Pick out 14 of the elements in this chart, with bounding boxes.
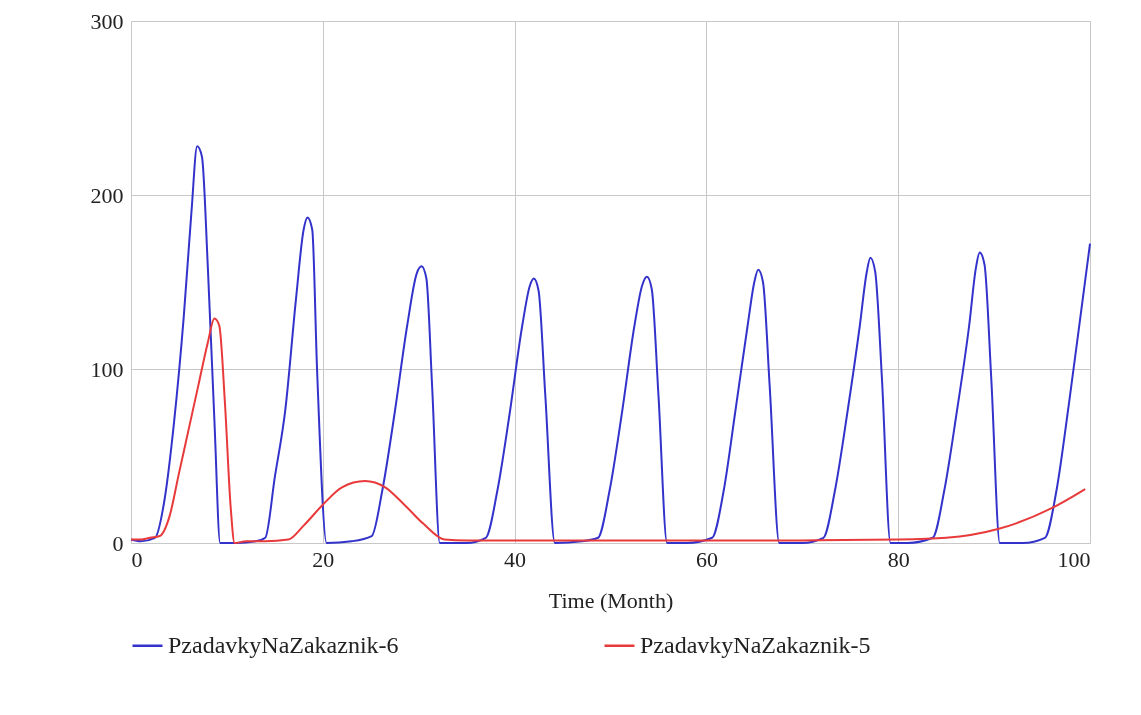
- x-tick-label: 20: [312, 546, 335, 572]
- legend-label: PzadavkyNaZakaznik-5: [640, 631, 871, 658]
- y-tick-label: 0: [112, 530, 124, 556]
- x-tick-label: 80: [887, 546, 910, 572]
- y-tick-label: 300: [90, 8, 124, 34]
- x-tick-label: 60: [695, 546, 718, 572]
- y-tick-label: 200: [90, 182, 124, 208]
- legend-label: PzadavkyNaZakaznik-6: [168, 631, 399, 658]
- line-series: [130, 317, 1087, 544]
- x-tick-label: 100: [1057, 546, 1091, 572]
- x-axis-title: Time (Month): [548, 587, 674, 613]
- y-tick-label: 100: [90, 356, 124, 382]
- x-tick-label: 0: [131, 546, 143, 572]
- x-tick-label: 40: [504, 546, 527, 572]
